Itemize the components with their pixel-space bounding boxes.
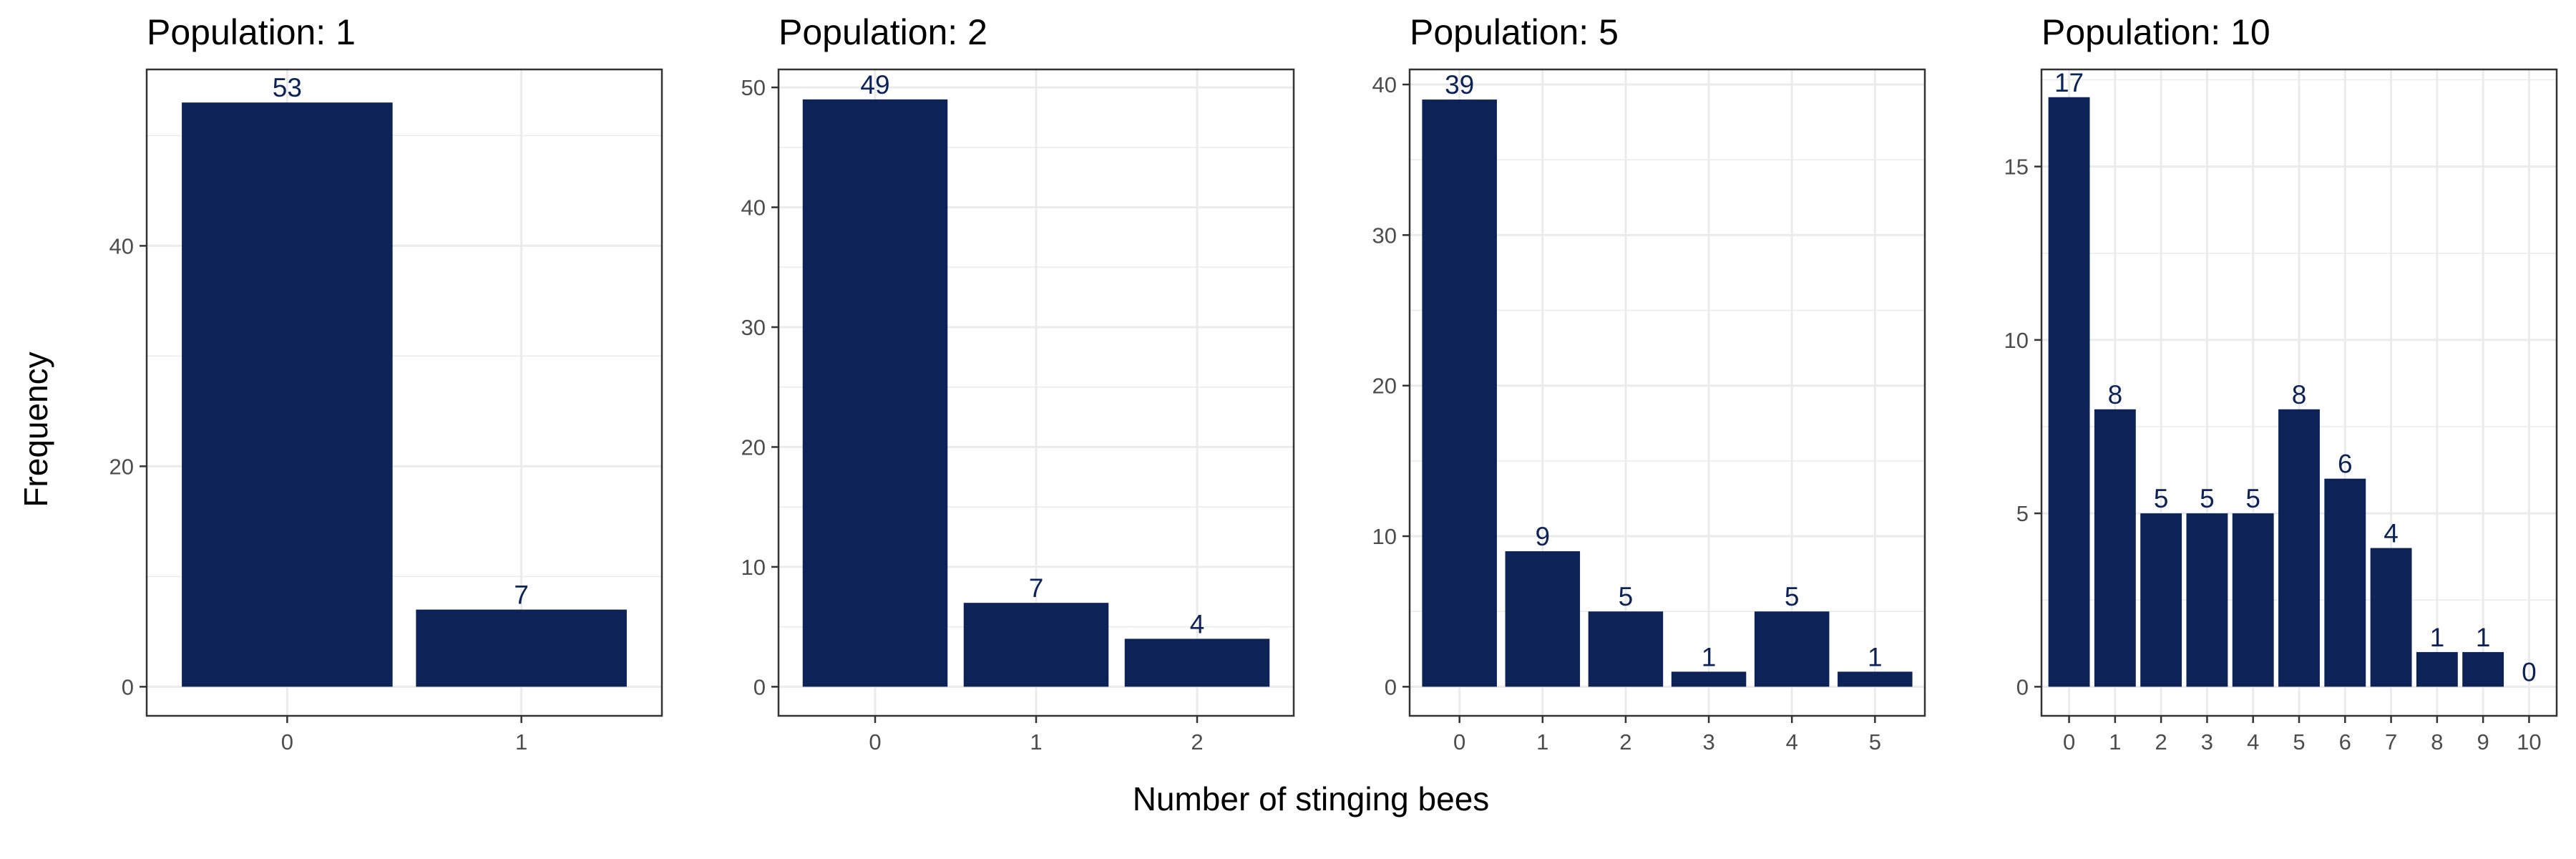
data-label: 6 xyxy=(2338,450,2353,479)
data-label: 1 xyxy=(2476,623,2491,652)
data-label: 7 xyxy=(514,581,529,610)
data-label: 39 xyxy=(1445,70,1474,100)
x-tick-label: 2 xyxy=(1619,729,1631,754)
x-tick-label: 9 xyxy=(2477,729,2489,754)
bar-3 xyxy=(1671,671,1747,687)
y-tick-label: 0 xyxy=(122,674,134,699)
bar-8 xyxy=(2416,651,2458,687)
y-tick-label: 5 xyxy=(2016,501,2029,526)
x-tick-label: 2 xyxy=(1191,729,1203,754)
data-label: 4 xyxy=(1190,609,1205,639)
x-tick-label: 1 xyxy=(1030,729,1042,754)
bar-9 xyxy=(2462,651,2504,687)
panel-title: Population: 5 xyxy=(1410,12,1619,52)
y-tick-label: 20 xyxy=(741,435,766,460)
y-tick-label: 40 xyxy=(109,233,134,258)
x-tick-label: 2 xyxy=(2155,729,2167,754)
bar-4 xyxy=(1754,611,1830,687)
bar-7 xyxy=(2370,548,2412,687)
data-label: 0 xyxy=(2522,657,2537,686)
data-label: 4 xyxy=(2384,519,2399,548)
y-tick-label: 10 xyxy=(741,555,766,580)
x-tick-label: 5 xyxy=(1869,729,1881,754)
x-tick-label: 8 xyxy=(2431,729,2443,754)
bar-4 xyxy=(2232,513,2274,687)
y-tick-label: 50 xyxy=(741,75,766,100)
x-tick-label: 7 xyxy=(2385,729,2397,754)
x-tick-label: 0 xyxy=(1453,729,1465,754)
panel-title: Population: 2 xyxy=(779,12,987,52)
bar-2 xyxy=(2140,513,2182,687)
bar-1 xyxy=(416,609,627,687)
y-tick-label: 40 xyxy=(741,195,766,220)
x-tick-label: 1 xyxy=(515,729,527,754)
data-label: 53 xyxy=(273,73,302,102)
bar-6 xyxy=(2324,478,2366,687)
x-tick-label: 4 xyxy=(2247,729,2259,754)
y-tick-label: 10 xyxy=(2004,328,2029,353)
y-tick-label: 20 xyxy=(1372,374,1397,399)
x-tick-label: 4 xyxy=(1786,729,1798,754)
bar-1 xyxy=(1505,551,1581,687)
bar-0 xyxy=(182,102,393,687)
y-axis-title: Frequency xyxy=(17,351,54,507)
x-tick-label: 1 xyxy=(2109,729,2121,754)
bar-1 xyxy=(2094,409,2136,687)
data-label: 7 xyxy=(1029,573,1044,603)
bar-3 xyxy=(2186,513,2228,687)
bar-1 xyxy=(963,603,1109,687)
data-label: 1 xyxy=(1868,642,1883,671)
x-tick-label: 6 xyxy=(2339,729,2351,754)
bar-5 xyxy=(1838,671,1913,687)
x-tick-label: 10 xyxy=(2517,729,2541,754)
y-tick-label: 0 xyxy=(1385,674,1397,699)
x-tick-label: 3 xyxy=(2201,729,2213,754)
x-axis-title: Number of stinging bees xyxy=(1133,780,1490,817)
bar-5 xyxy=(2278,409,2320,687)
bar-2 xyxy=(1124,639,1270,687)
x-tick-label: 3 xyxy=(1702,729,1714,754)
panel-1: 53 7 0 20 40 0 1 Population: 1 xyxy=(109,12,663,754)
x-tick-label: 0 xyxy=(869,729,881,754)
data-label: 5 xyxy=(1785,582,1800,611)
y-tick-label: 15 xyxy=(2004,155,2029,180)
bar-0 xyxy=(1422,100,1497,687)
data-label: 5 xyxy=(2200,484,2215,513)
data-label: 5 xyxy=(2154,484,2169,513)
y-tick-label: 0 xyxy=(753,674,766,699)
x-tick-label: 1 xyxy=(1536,729,1548,754)
x-tick-label: 5 xyxy=(2293,729,2305,754)
bar-0 xyxy=(802,99,948,687)
data-label: 1 xyxy=(1702,642,1717,671)
data-label: 5 xyxy=(1619,582,1634,611)
data-label: 8 xyxy=(2108,380,2123,409)
panel-title: Population: 10 xyxy=(2041,12,2270,52)
y-tick-label: 30 xyxy=(741,315,766,340)
data-label: 17 xyxy=(2054,68,2084,97)
data-label: 9 xyxy=(1536,522,1551,551)
bar-0 xyxy=(2048,97,2090,687)
panel-title: Population: 1 xyxy=(147,12,356,52)
y-tick-label: 10 xyxy=(1372,524,1397,549)
data-label: 5 xyxy=(2245,484,2260,513)
y-tick-label: 20 xyxy=(109,454,134,479)
panel-border xyxy=(145,68,663,717)
x-tick-label: 0 xyxy=(281,729,293,754)
x-tick-label: 0 xyxy=(2063,729,2075,754)
y-tick-label: 0 xyxy=(2016,674,2029,699)
bar-2 xyxy=(1588,611,1664,687)
data-label: 8 xyxy=(2292,380,2307,409)
panel-border xyxy=(1408,68,1926,717)
data-label: 1 xyxy=(2430,623,2445,652)
y-tick-label: 30 xyxy=(1372,223,1397,248)
y-tick-label: 40 xyxy=(1372,72,1397,97)
data-label: 49 xyxy=(860,70,889,100)
